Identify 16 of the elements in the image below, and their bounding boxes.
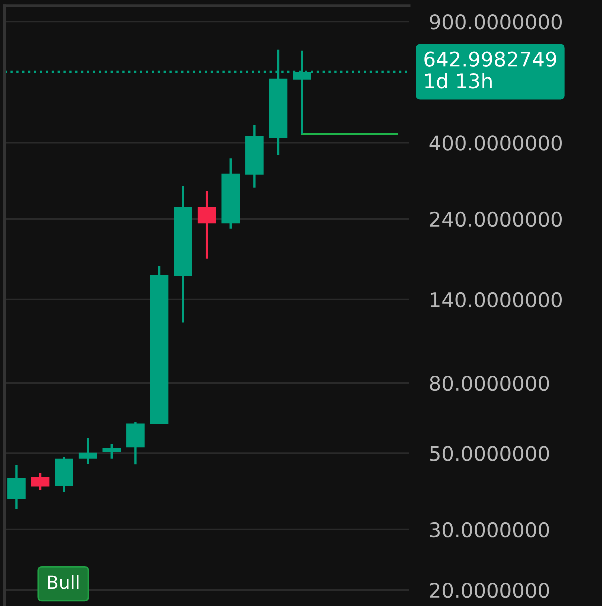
candlestick bbox=[78, 437, 98, 466]
y-tick-label: 900.0000000 bbox=[430, 14, 562, 30]
ref-line-label: 642.9982749 1d 13h bbox=[424, 52, 556, 89]
candlestick bbox=[102, 443, 122, 460]
candlestick bbox=[31, 472, 50, 492]
annotation: Bull bbox=[48, 575, 79, 590]
candlestick bbox=[198, 190, 216, 260]
y-tick-label: 240.0000000 bbox=[430, 212, 562, 228]
y-tick-label: 400.0000000 bbox=[430, 136, 562, 151]
y-tick-label: 30.0000000 bbox=[430, 522, 550, 538]
candlestick bbox=[8, 464, 26, 510]
y-tick-label: 50.0000000 bbox=[430, 446, 550, 462]
y-tick-label: 140.0000000 bbox=[431, 292, 562, 308]
y-tick-label: 20.0000000 bbox=[430, 582, 550, 598]
y-tick-label: 80.0000000 bbox=[430, 376, 550, 392]
candlestick bbox=[126, 421, 145, 466]
